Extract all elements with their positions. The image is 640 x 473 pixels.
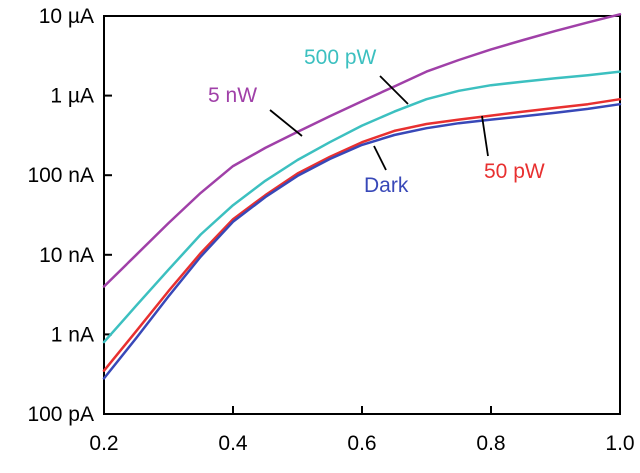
series-label: 500 pW: [304, 46, 377, 69]
y-tick-label: 1 nA: [51, 323, 94, 346]
series-labels: 5 nW 500 pW 50 pW Dark: [208, 46, 545, 197]
series-line: [102, 102, 622, 380]
series-label: 5 nW: [208, 84, 257, 107]
label-leader-line: [379, 75, 409, 105]
x-tick-label: 0.6: [347, 432, 376, 455]
series-line: [102, 13, 622, 288]
series-line: [102, 70, 622, 344]
label-leaders: [269, 75, 489, 171]
plot-frame: [103, 15, 621, 415]
x-tick-label: 0.8: [476, 432, 505, 455]
y-tick-label: 100 nA: [27, 164, 94, 187]
y-tick-label: 1 µA: [50, 85, 94, 108]
series-lines: [102, 13, 622, 380]
label-leader-line: [373, 145, 387, 171]
label-leader-line: [481, 115, 489, 157]
x-tick-label: 0.4: [218, 432, 248, 455]
axis-ticks: 0.2 0.4 0.6 0.8 1.0 10 µA 1 µA 100 nA 10 nA 1 nA 1…: [27, 5, 634, 455]
x-tick-label: 1.0: [605, 432, 634, 455]
x-tick-label: 0.2: [89, 432, 118, 455]
series-label: Dark: [364, 174, 409, 197]
y-tick-label: 100 pA: [27, 403, 94, 426]
series-line: [102, 97, 622, 372]
label-leader-line: [269, 109, 303, 137]
y-tick-label: 10 nA: [39, 244, 94, 267]
y-tick-label: 10 µA: [39, 5, 94, 28]
series-label: 50 pW: [484, 160, 545, 183]
